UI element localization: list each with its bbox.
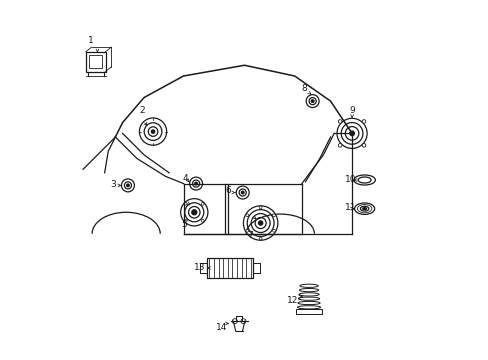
Circle shape	[311, 100, 313, 102]
Circle shape	[338, 120, 341, 123]
Circle shape	[241, 191, 244, 194]
Circle shape	[245, 214, 248, 217]
Text: 8: 8	[301, 84, 307, 93]
Circle shape	[362, 120, 365, 123]
Text: 1: 1	[88, 36, 94, 45]
Text: 3: 3	[110, 180, 116, 189]
Circle shape	[245, 229, 248, 232]
Circle shape	[272, 229, 275, 232]
Text: 10: 10	[344, 175, 355, 184]
Text: 13: 13	[194, 264, 205, 273]
Text: 11: 11	[344, 203, 355, 212]
Text: 6: 6	[225, 186, 231, 195]
Circle shape	[151, 130, 154, 133]
Circle shape	[259, 206, 262, 209]
Circle shape	[338, 144, 341, 147]
Bar	[295, 309, 322, 314]
Ellipse shape	[362, 208, 366, 210]
Text: 2: 2	[139, 105, 145, 114]
Bar	[85, 52, 105, 72]
Circle shape	[259, 237, 262, 240]
Text: 5: 5	[182, 220, 187, 229]
Circle shape	[362, 144, 365, 147]
Bar	[89, 55, 102, 68]
Circle shape	[194, 182, 197, 185]
Text: 12: 12	[286, 296, 298, 305]
Circle shape	[191, 210, 196, 215]
Circle shape	[126, 184, 129, 187]
Circle shape	[258, 221, 262, 225]
Bar	[206, 258, 253, 278]
Circle shape	[349, 131, 354, 136]
Text: 9: 9	[348, 105, 354, 114]
Text: 14: 14	[215, 323, 226, 332]
Text: 7: 7	[246, 231, 252, 240]
Text: 4: 4	[182, 174, 188, 183]
Circle shape	[272, 214, 275, 217]
